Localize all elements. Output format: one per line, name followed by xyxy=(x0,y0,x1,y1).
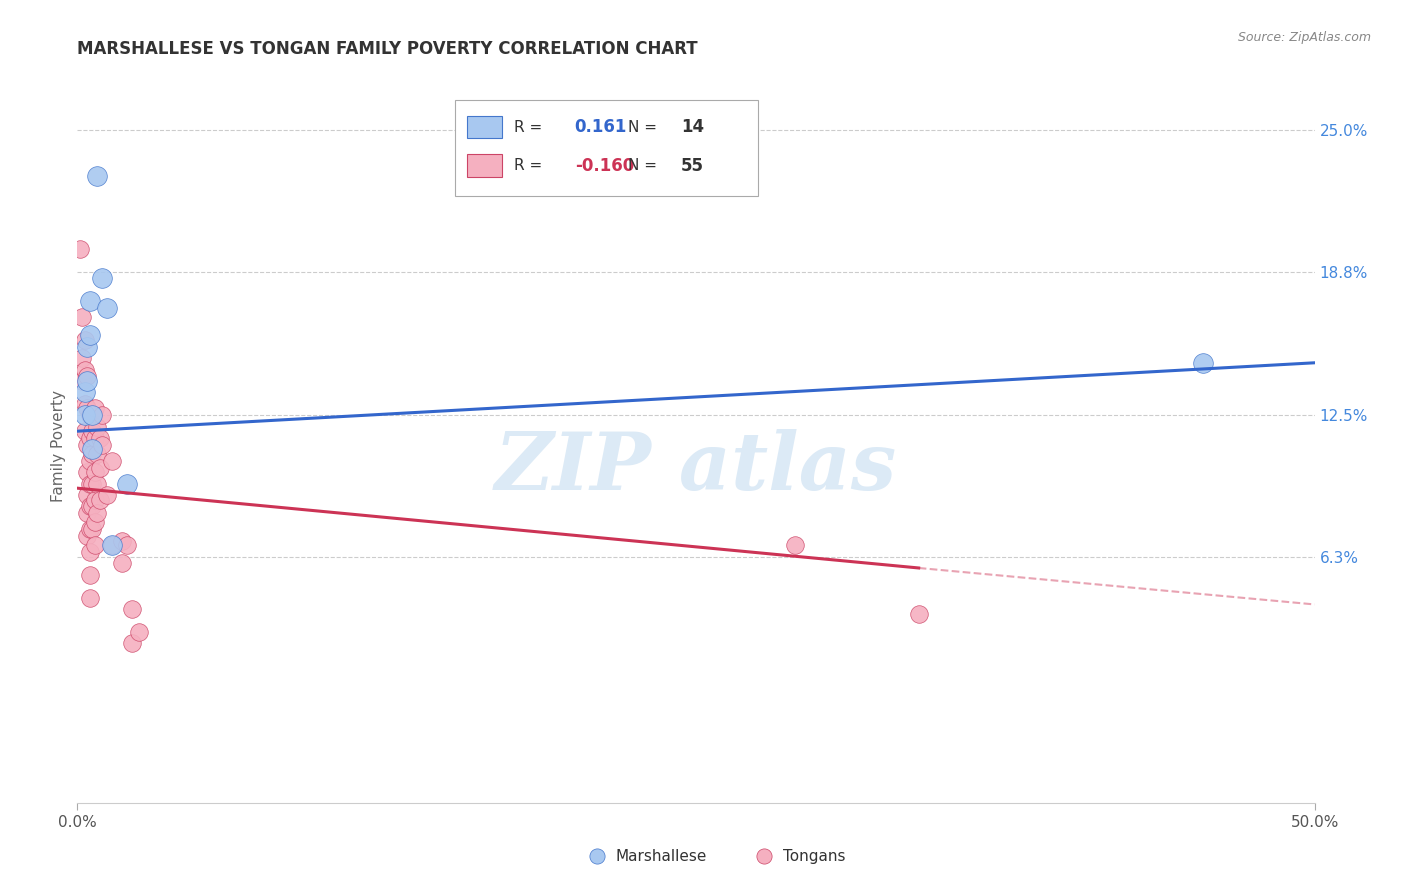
Point xyxy=(79,591,101,605)
Text: ZIP atlas: ZIP atlas xyxy=(495,429,897,506)
Point xyxy=(83,431,105,445)
Point xyxy=(1192,356,1215,370)
Text: Marshallese: Marshallese xyxy=(616,849,707,863)
Text: 0.161: 0.161 xyxy=(575,118,627,136)
Point xyxy=(86,476,108,491)
Point xyxy=(72,374,94,388)
Text: N =: N = xyxy=(628,120,662,135)
Point xyxy=(89,460,111,475)
Point xyxy=(82,476,104,491)
Point xyxy=(73,362,96,376)
Point xyxy=(1105,864,1128,879)
Point xyxy=(72,351,94,366)
Point xyxy=(783,538,806,552)
Point xyxy=(907,607,929,621)
Point xyxy=(73,333,96,347)
Point xyxy=(121,636,143,650)
Point xyxy=(76,488,98,502)
Point xyxy=(115,476,138,491)
Point xyxy=(79,408,101,422)
Point xyxy=(79,476,101,491)
Y-axis label: Family Poverty: Family Poverty xyxy=(51,390,66,502)
Point xyxy=(83,516,105,530)
Point xyxy=(79,431,101,445)
Point xyxy=(91,271,114,285)
Point xyxy=(101,538,124,552)
FancyBboxPatch shape xyxy=(454,100,758,196)
Point xyxy=(128,624,150,639)
Point xyxy=(76,506,98,520)
Point xyxy=(101,454,124,468)
Point xyxy=(83,538,105,552)
Point xyxy=(82,408,104,422)
Point xyxy=(96,301,118,315)
Text: N =: N = xyxy=(628,158,662,173)
Point xyxy=(121,602,143,616)
Point xyxy=(76,401,98,416)
Point xyxy=(79,294,101,309)
Point xyxy=(91,408,114,422)
FancyBboxPatch shape xyxy=(467,116,502,138)
Text: 55: 55 xyxy=(681,157,704,175)
Point xyxy=(79,500,101,514)
Point xyxy=(89,431,111,445)
Text: R =: R = xyxy=(515,158,547,173)
Point xyxy=(89,492,111,507)
Point xyxy=(96,488,118,502)
Point xyxy=(83,401,105,416)
Point xyxy=(83,492,105,507)
Text: Tongans: Tongans xyxy=(783,849,845,863)
Point xyxy=(79,454,101,468)
Point xyxy=(73,424,96,438)
Point xyxy=(86,447,108,461)
Point xyxy=(91,438,114,452)
Point xyxy=(73,385,96,400)
Text: MARSHALLESE VS TONGAN FAMILY POVERTY CORRELATION CHART: MARSHALLESE VS TONGAN FAMILY POVERTY COR… xyxy=(77,40,697,58)
Point xyxy=(76,529,98,543)
Point xyxy=(86,169,108,183)
Point xyxy=(86,419,108,434)
Point xyxy=(86,506,108,520)
Point xyxy=(79,545,101,559)
Point xyxy=(115,538,138,552)
Point xyxy=(76,369,98,384)
Point xyxy=(111,533,134,548)
Text: Source: ZipAtlas.com: Source: ZipAtlas.com xyxy=(1237,31,1371,45)
Point xyxy=(82,424,104,438)
Point xyxy=(101,538,124,552)
Point xyxy=(79,328,101,343)
Point xyxy=(76,374,98,388)
Point xyxy=(83,465,105,479)
Point xyxy=(73,397,96,411)
Text: -0.160: -0.160 xyxy=(575,157,634,175)
Point xyxy=(82,447,104,461)
Text: 14: 14 xyxy=(681,118,704,136)
Point xyxy=(82,500,104,514)
FancyBboxPatch shape xyxy=(467,154,502,177)
Point xyxy=(82,522,104,536)
Point xyxy=(82,442,104,457)
Point xyxy=(76,465,98,479)
Point xyxy=(76,340,98,354)
Point xyxy=(76,438,98,452)
Point xyxy=(79,567,101,582)
Point xyxy=(79,522,101,536)
Text: R =: R = xyxy=(515,120,547,135)
Point xyxy=(72,310,94,325)
Point xyxy=(69,242,91,256)
Point xyxy=(111,557,134,571)
Point xyxy=(73,408,96,422)
